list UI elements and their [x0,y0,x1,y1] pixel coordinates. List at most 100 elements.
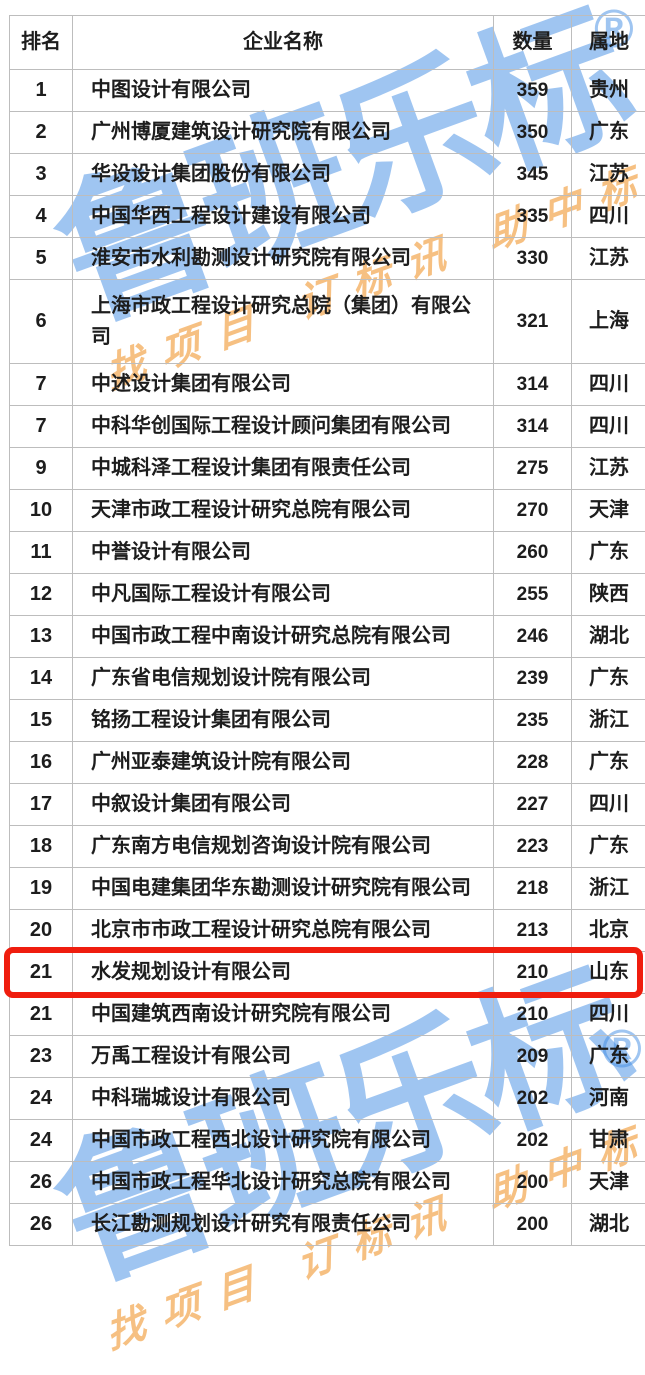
region-cell: 浙江 [589,709,629,731]
rank-cell: 24 [10,1120,73,1161]
quantity-cell: 218 [494,868,572,909]
rank-cell: 17 [10,784,73,825]
table-row: 7 中述设计集团有限公司 314 四川 [10,364,645,406]
region-cell: 四川 [589,205,629,227]
company-name-cell: 中科瑞城设计有限公司 [73,1078,494,1119]
company-name-cell: 中国市政工程中南设计研究总院有限公司 [73,616,494,657]
quantity-cell: 260 [494,532,572,573]
table-row: 15 铭扬工程设计集团有限公司 235 浙江 [10,700,645,742]
quantity-cell: 321 [494,280,572,363]
company-name-cell: 上海市政工程设计研究总院（集团）有限公司 [73,280,494,363]
rank-cell: 13 [10,616,73,657]
company-name-cell: 中图设计有限公司 [73,70,494,111]
table-row: 20 北京市市政工程设计研究总院有限公司 213 北京 [10,910,645,952]
region-cell: 广东 [589,1045,629,1067]
company-name-cell: 中国市政工程西北设计研究院有限公司 [73,1120,494,1161]
table-row: 3 华设设计集团股份有限公司 345 江苏 [10,154,645,196]
rank-cell: 23 [10,1036,73,1077]
region-cell: 四川 [589,415,629,437]
company-name-cell: 中誉设计有限公司 [73,532,494,573]
rank-cell: 9 [10,448,73,489]
rank-cell: 4 [10,196,73,237]
rank-cell: 1 [10,70,73,111]
table-row: 13 中国市政工程中南设计研究总院有限公司 246 湖北 [10,616,645,658]
company-name-cell: 广州亚泰建筑设计院有限公司 [73,742,494,783]
company-name-cell: 淮安市水利勘测设计研究院有限公司 [73,238,494,279]
quantity-cell: 210 [494,994,572,1035]
region-cell: 广东 [589,751,629,773]
region-cell: 湖北 [589,625,629,647]
region-cell: 北京 [589,919,629,941]
company-name-cell: 中城科泽工程设计集团有限责任公司 [73,448,494,489]
table-header-row: 排名 企业名称 数量 属地 [10,16,645,70]
region-cell: 贵州 [589,79,629,101]
region-cell: 河南 [589,1087,629,1109]
table-row: 7 中科华创国际工程设计顾问集团有限公司 314 四川 [10,406,645,448]
region-cell: 江苏 [589,247,629,269]
region-cell: 甘肃 [589,1129,629,1151]
company-name-cell: 中国建筑西南设计研究院有限公司 [73,994,494,1035]
rank-cell: 24 [10,1078,73,1119]
rank-cell: 10 [10,490,73,531]
company-name-cell: 广东南方电信规划咨询设计院有限公司 [73,826,494,867]
company-name-cell: 中述设计集团有限公司 [73,364,494,405]
table-row: 2 广州博厦建筑设计研究院有限公司 350 广东 [10,112,645,154]
quantity-cell: 350 [494,112,572,153]
company-name-cell: 中凡国际工程设计有限公司 [73,574,494,615]
table-row: 26 中国市政工程华北设计研究总院有限公司 200 天津 [10,1162,645,1204]
region-cell: 四川 [589,1003,629,1025]
header-region: 属地 [589,31,629,53]
company-name-cell: 广东省电信规划设计院有限公司 [73,658,494,699]
company-name-cell: 中国电建集团华东勘测设计研究院有限公司 [73,868,494,909]
company-name-cell: 万禹工程设计有限公司 [73,1036,494,1077]
quantity-cell: 275 [494,448,572,489]
table-row: 24 中科瑞城设计有限公司 202 河南 [10,1078,645,1120]
company-name-cell: 铭扬工程设计集团有限公司 [73,700,494,741]
region-cell: 四川 [589,793,629,815]
region-cell: 天津 [589,499,629,521]
region-cell: 四川 [589,373,629,395]
quantity-cell: 270 [494,490,572,531]
table-row: 24 中国市政工程西北设计研究院有限公司 202 甘肃 [10,1120,645,1162]
company-name-cell: 水发规划设计有限公司 [73,952,494,993]
rank-cell: 21 [10,994,73,1035]
quantity-cell: 200 [494,1204,572,1245]
rank-cell: 14 [10,658,73,699]
quantity-cell: 345 [494,154,572,195]
quantity-cell: 330 [494,238,572,279]
rank-cell: 26 [10,1162,73,1203]
region-cell: 陕西 [589,583,629,605]
rank-cell: 16 [10,742,73,783]
rank-cell: 19 [10,868,73,909]
region-cell: 广东 [589,835,629,857]
header-quantity: 数量 [494,16,572,69]
table-row: 21 水发规划设计有限公司 210 山东 [4,947,645,998]
company-name-cell: 中科华创国际工程设计顾问集团有限公司 [73,406,494,447]
company-name-cell: 长江勘测规划设计研究有限责任公司 [73,1204,494,1245]
table-row: 26 长江勘测规划设计研究有限责任公司 200 湖北 [10,1204,645,1246]
company-ranking-table: 排名 企业名称 数量 属地 1 中图设计有限公司 359 贵州 2 广州博厦建筑… [4,15,645,1246]
table-row: 23 万禹工程设计有限公司 209 广东 [10,1036,645,1078]
table-row: 17 中叙设计集团有限公司 227 四川 [10,784,645,826]
quantity-cell: 235 [494,700,572,741]
region-cell: 上海 [589,310,629,332]
rank-cell: 5 [10,238,73,279]
region-cell: 广东 [589,541,629,563]
quantity-cell: 223 [494,826,572,867]
company-name-cell: 中国市政工程华北设计研究总院有限公司 [73,1162,494,1203]
quantity-cell: 246 [494,616,572,657]
quantity-cell: 228 [494,742,572,783]
region-cell: 天津 [589,1171,629,1193]
rank-cell: 15 [10,700,73,741]
company-name-cell: 华设设计集团股份有限公司 [73,154,494,195]
rank-cell: 6 [10,280,73,363]
quantity-cell: 239 [494,658,572,699]
table-row: 1 中图设计有限公司 359 贵州 [10,70,645,112]
rank-cell: 12 [10,574,73,615]
quantity-cell: 209 [494,1036,572,1077]
quantity-cell: 202 [494,1120,572,1161]
table-row: 14 广东省电信规划设计院有限公司 239 广东 [10,658,645,700]
quantity-cell: 255 [494,574,572,615]
table-row: 21 中国建筑西南设计研究院有限公司 210 四川 [10,994,645,1036]
region-cell: 广东 [589,121,629,143]
